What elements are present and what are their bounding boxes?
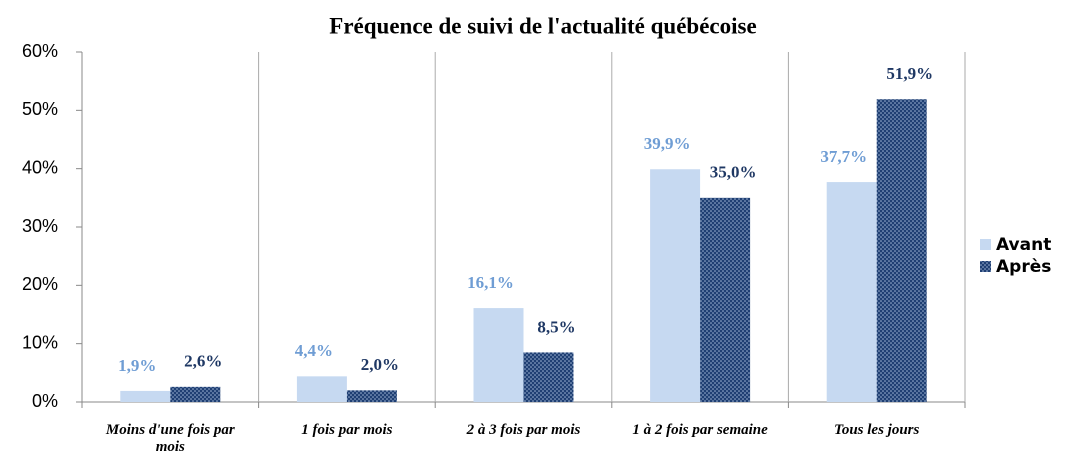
value-label: 51,9% xyxy=(886,64,933,83)
value-label: 16,1% xyxy=(467,273,514,292)
bar xyxy=(120,390,171,402)
bar xyxy=(523,352,574,402)
legend-label: Après xyxy=(996,257,1051,277)
bar xyxy=(650,169,701,402)
y-tick-label: 20% xyxy=(22,274,58,294)
y-tick-label: 60% xyxy=(22,41,58,61)
legend-swatch xyxy=(980,239,991,250)
bar xyxy=(826,182,877,402)
y-tick-label: 30% xyxy=(22,216,58,236)
value-label: 2,0% xyxy=(361,355,399,374)
bar xyxy=(700,197,751,402)
y-tick-label: 50% xyxy=(22,99,58,119)
x-tick-label: 2 à 3 fois par mois xyxy=(466,422,581,438)
legend-label: Avant xyxy=(996,235,1051,255)
bar xyxy=(876,99,927,402)
y-tick-label: 0% xyxy=(32,391,58,411)
value-label: 37,7% xyxy=(820,147,867,166)
x-tick-label: 1 fois par mois xyxy=(301,422,393,438)
value-label: 1,9% xyxy=(118,356,156,375)
x-tick-label: Moins d'une fois par mois xyxy=(105,422,235,455)
value-label: 2,6% xyxy=(184,352,222,371)
x-tick-label: Tous les jours xyxy=(834,422,920,438)
value-label: 39,9% xyxy=(644,134,691,153)
bar xyxy=(296,376,347,402)
bar xyxy=(473,308,524,402)
x-tick-label: 1 à 2 fois par semaine xyxy=(632,422,768,438)
bar xyxy=(346,390,397,402)
bar xyxy=(170,386,221,402)
value-label: 4,4% xyxy=(295,341,333,360)
legend-swatch xyxy=(980,261,991,272)
value-label: 35,0% xyxy=(710,163,757,182)
value-label: 8,5% xyxy=(537,317,575,336)
y-tick-label: 40% xyxy=(22,157,58,177)
y-tick-label: 10% xyxy=(22,332,58,352)
chart-title: Fréquence de suivi de l'actualité québéc… xyxy=(329,13,756,38)
